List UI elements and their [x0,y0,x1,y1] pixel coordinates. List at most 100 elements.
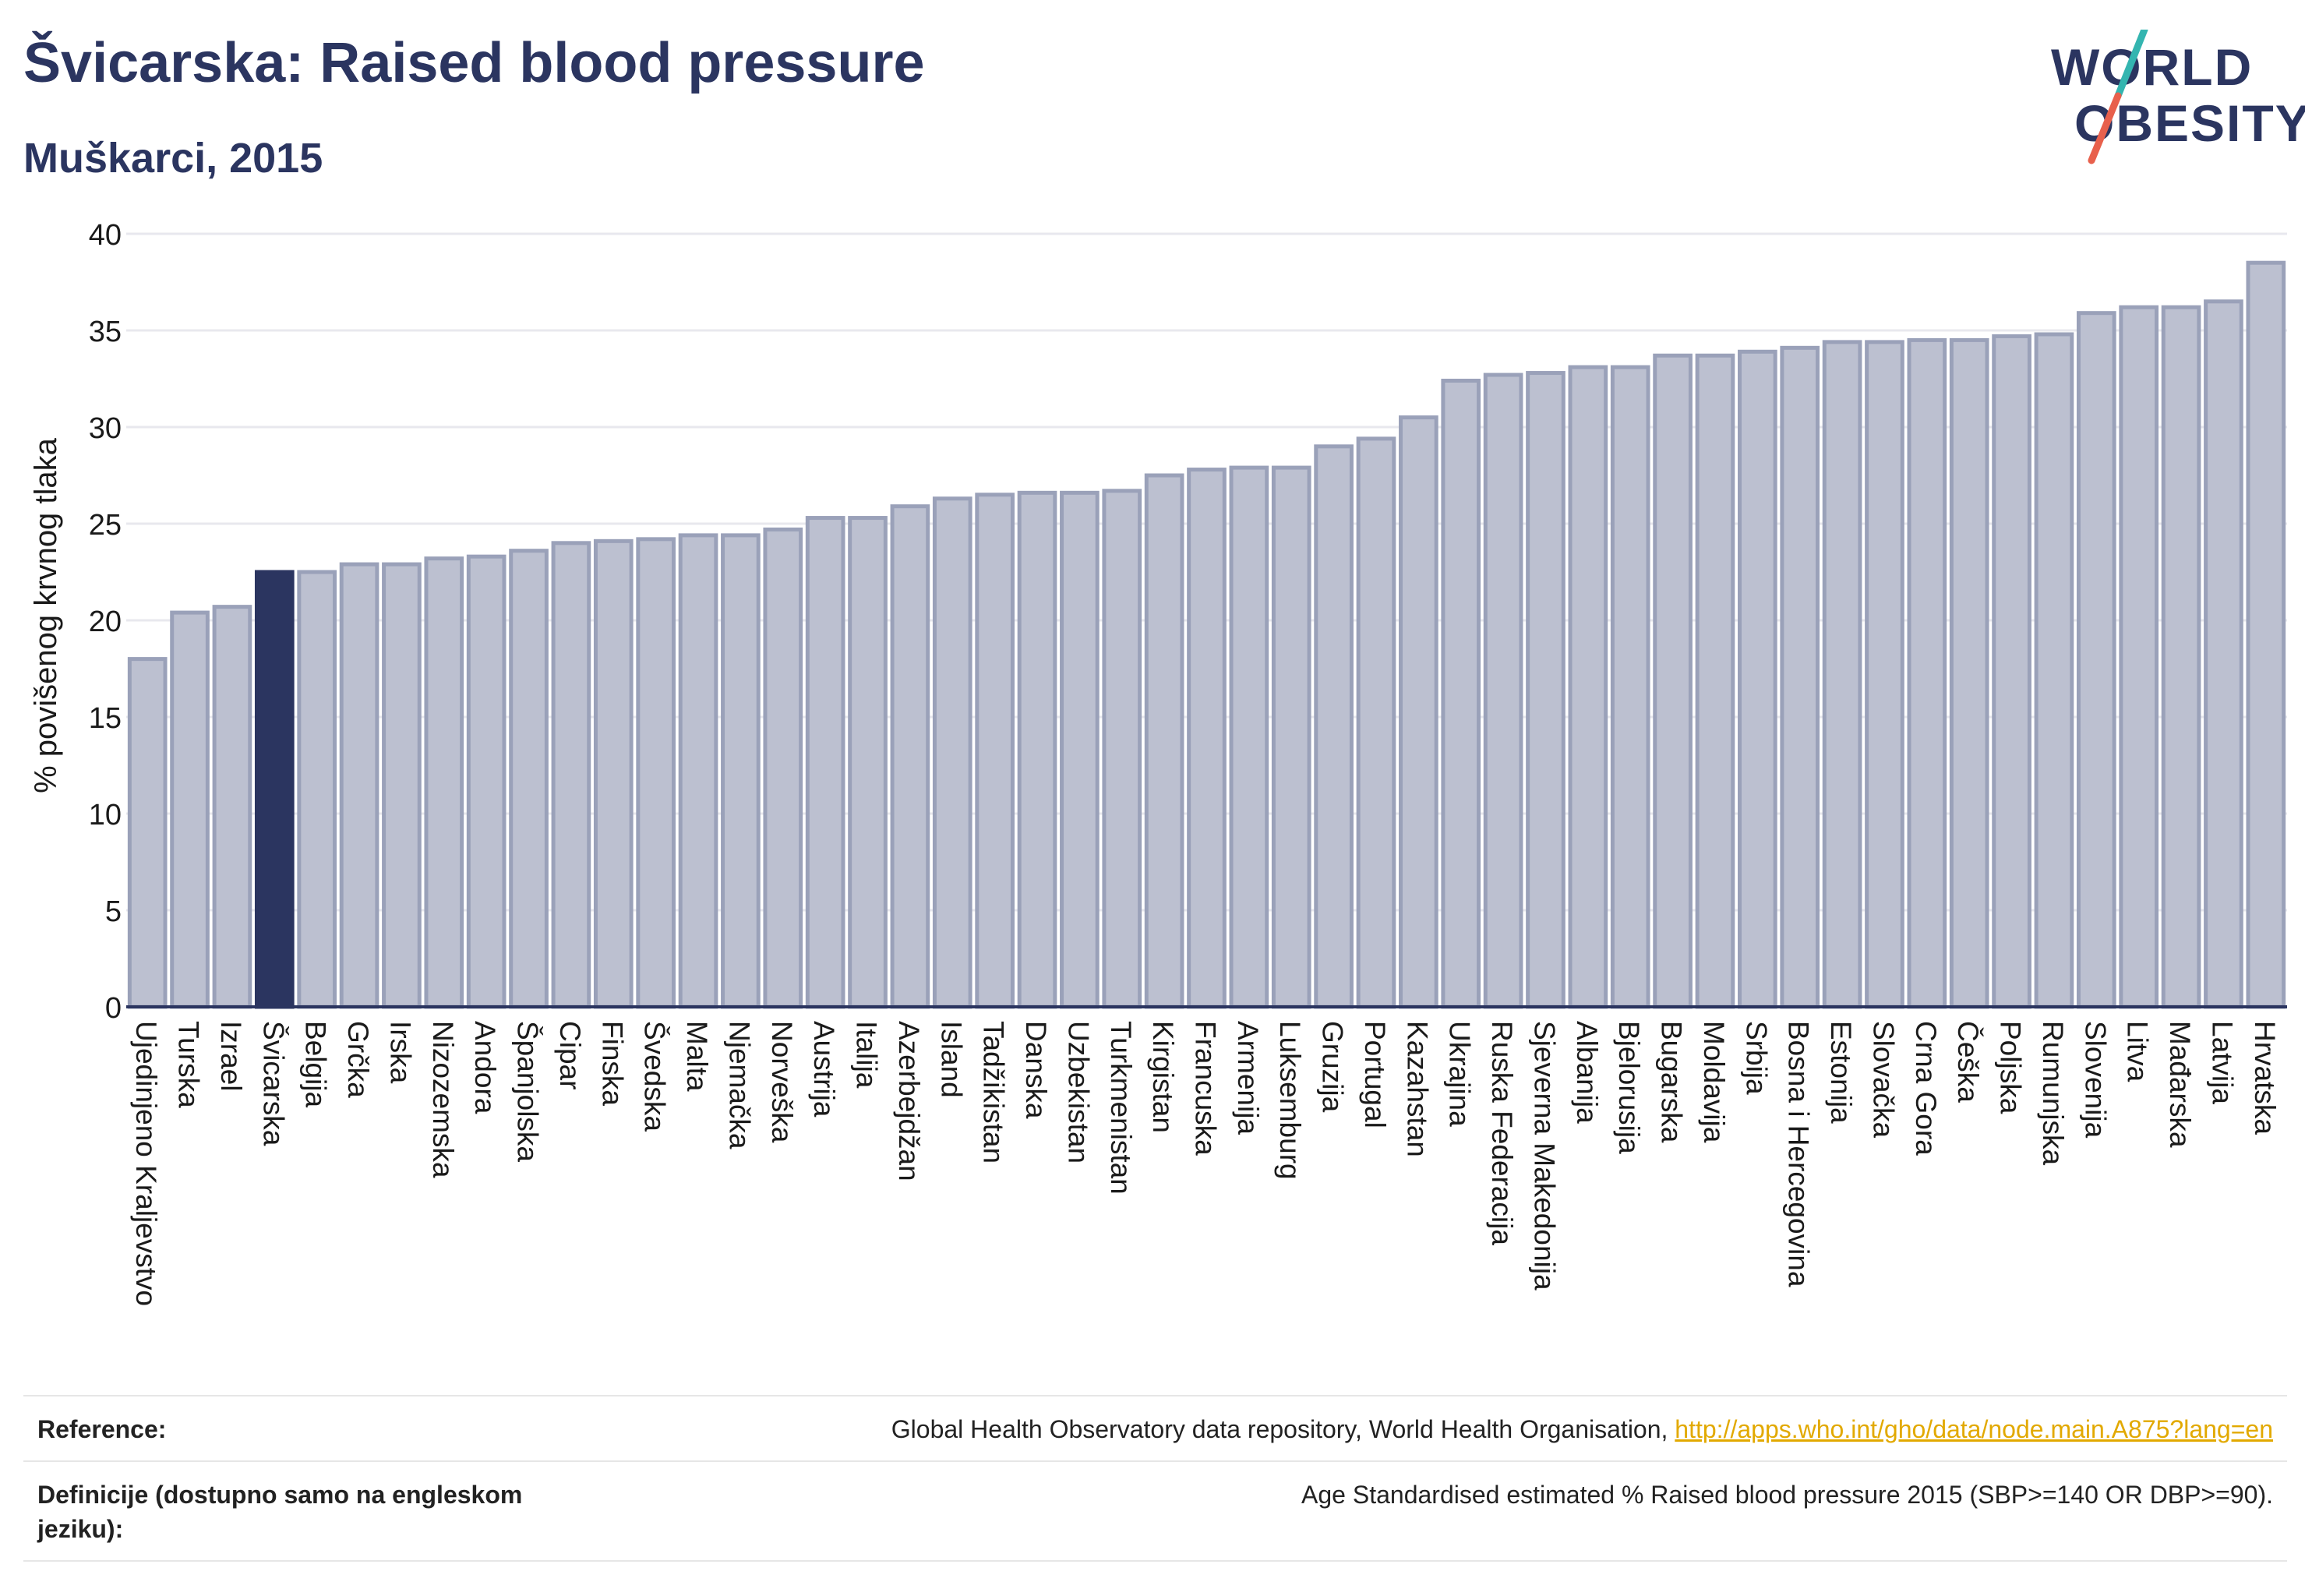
bar[interactable] [254,570,295,1009]
x-tick-label: Izrael [215,1021,247,1091]
bar[interactable] [1568,365,1608,1009]
bar[interactable] [1229,465,1269,1009]
x-tick-label: Uzbekistan [1062,1021,1094,1163]
world-obesity-logo[interactable]: WORLD OBESITY [2042,30,2305,170]
x-tick-label: Rumunjska [2037,1021,2069,1165]
bar[interactable] [1356,436,1396,1009]
bar[interactable] [2161,305,2201,1009]
bar[interactable] [1144,473,1184,1009]
y-tick-label: 15 [89,702,122,735]
page-title: Švicarska: Raised blood pressure [23,32,925,94]
x-tick-label: Mađarska [2164,1021,2196,1148]
x-tick-label: Švicarska [257,1021,289,1146]
x-tick-label: Luksemburg [1274,1021,1306,1180]
x-tick-label: Njemačka [723,1021,755,1149]
x-tick-label: Srbija [1740,1021,1772,1095]
bar[interactable] [1865,340,1904,1009]
bar[interactable] [2076,311,2116,1009]
y-tick-label: 40 [89,219,122,252]
bar[interactable] [551,541,591,1009]
x-tick-label: Švedska [639,1021,671,1132]
bar[interactable] [1441,378,1481,1009]
bar[interactable] [2034,332,2074,1009]
bar[interactable] [975,493,1015,1009]
bar[interactable] [721,533,761,1009]
logo-text-line1: WORLD [2051,38,2254,96]
x-tick-label: Hrvatska [2249,1021,2281,1135]
bar[interactable] [170,610,210,1009]
x-tick-label: Slovenija [2079,1021,2111,1139]
bar[interactable] [1483,373,1523,1009]
bar[interactable] [1526,371,1565,1009]
y-tick-label: 0 [105,992,122,1025]
bar[interactable] [1314,444,1354,1009]
x-tick-label: Ruska Federacija [1486,1021,1518,1245]
chart-bars [127,260,2286,1009]
x-tick-label: Češka [1952,1021,1984,1103]
x-tick-label: Bosna i Hercegovina [1783,1021,1815,1287]
definition-text: Age Standardised estimated % Raised bloo… [1301,1481,2273,1509]
bar[interactable] [424,556,464,1009]
reference-link[interactable]: http://apps.who.int/gho/data/node.main.A… [1675,1415,2273,1443]
x-tick-label: Ujedinjeno Kraljevstvo [130,1021,162,1306]
x-axis-labels: Ujedinjeno Kraljevstvo Turska Izrael Švicar… [130,1021,2281,1306]
y-tick-label: 10 [89,799,122,832]
x-tick-label: Francuska [1190,1021,1222,1156]
y-tick-label: 5 [105,895,122,928]
definition-label: Definicije (dostupno samo na engleskom j… [37,1481,523,1543]
bar[interactable] [1738,349,1777,1009]
bar[interactable] [593,538,634,1009]
reference-label: Reference: [37,1415,167,1443]
bar[interactable] [2204,299,2243,1009]
bar[interactable] [1017,490,1057,1009]
bar[interactable] [932,496,972,1009]
definition-row: Definicije (dostupno samo na engleskom j… [23,1460,2287,1562]
bar[interactable] [890,504,930,1009]
bar[interactable] [466,554,507,1009]
y-axis-title: % povišenog krvnog tlaka [29,437,63,793]
bar[interactable] [1187,468,1227,1009]
x-tick-label: Poljska [1995,1021,2027,1114]
bar[interactable] [1949,337,1989,1009]
bar[interactable] [1907,337,1947,1009]
bar[interactable] [2246,260,2286,1009]
x-tick-label: Sjeverna Makedonija [1528,1021,1560,1291]
bar[interactable] [1780,345,1820,1009]
bar[interactable] [297,570,337,1009]
x-tick-label: Danska [1020,1021,1052,1119]
reference-row: Reference: Global Health Observatory dat… [23,1395,2287,1462]
bar[interactable] [1060,490,1100,1009]
y-axis-ticks: 0 5 10 15 20 25 30 35 40 [89,219,122,1025]
x-tick-label: Nizozemska [427,1021,459,1178]
bar[interactable] [678,533,718,1009]
bar[interactable] [763,527,803,1009]
bar[interactable] [1271,465,1311,1009]
bar[interactable] [1399,415,1438,1009]
bar[interactable] [805,516,845,1009]
bar[interactable] [509,549,549,1009]
x-tick-label: Kazahstan [1401,1021,1433,1157]
x-tick-label: Moldavija [1698,1021,1730,1143]
bar[interactable] [1992,334,2031,1009]
x-tick-label: Malta [681,1021,713,1092]
x-tick-label: Austrija [808,1021,840,1118]
bar[interactable] [1822,340,1862,1009]
bar[interactable] [212,605,252,1009]
bar[interactable] [1610,365,1650,1009]
bar[interactable] [848,516,888,1009]
page-subtitle: Muškarci, 2015 [23,135,323,182]
x-tick-label: Tadžikistan [978,1021,1010,1163]
bar[interactable] [127,657,168,1009]
bar[interactable] [636,537,676,1009]
bar[interactable] [1653,353,1693,1009]
x-tick-label: Crna Gora [1910,1021,1942,1156]
x-tick-label: Bugarska [1656,1021,1688,1143]
logo-slash-icon [2088,30,2148,164]
bar[interactable] [1695,353,1735,1009]
bar[interactable] [2119,305,2159,1009]
y-tick-label: 30 [89,412,122,445]
bar[interactable] [339,562,379,1009]
bar[interactable] [1102,489,1142,1009]
bar[interactable] [382,562,422,1009]
x-tick-label: Latvija [2206,1021,2238,1104]
